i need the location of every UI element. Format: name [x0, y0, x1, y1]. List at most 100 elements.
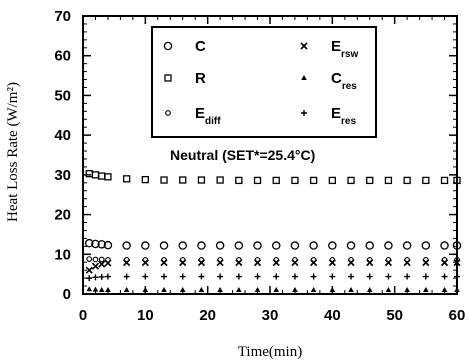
data-point [440, 259, 449, 267]
legend-marker [165, 110, 171, 116]
square-marker-shape [197, 176, 206, 184]
small-circle-marker-shape [98, 256, 105, 263]
data-point [346, 241, 356, 250]
data-point [422, 273, 429, 280]
y-tick-label: 50 [54, 87, 71, 104]
x-tick-label: 10 [137, 307, 154, 324]
y-tick-label: 0 [63, 286, 71, 303]
data-point [142, 287, 149, 293]
data-point [161, 287, 167, 293]
legend-marker [301, 75, 307, 80]
data-point [254, 287, 261, 293]
square-marker-shape [366, 176, 374, 185]
data-point [92, 274, 99, 281]
plus-marker-shape [235, 273, 242, 280]
data-point [310, 259, 318, 267]
data-point [236, 287, 242, 293]
x-marker-shape [291, 259, 299, 267]
legend-label: C [195, 38, 206, 55]
data-point [253, 176, 262, 185]
data-point [384, 259, 392, 267]
data-point [86, 286, 93, 292]
x-marker-shape [235, 259, 243, 267]
data-point [328, 241, 337, 250]
series-square [85, 170, 461, 185]
data-point [422, 176, 430, 185]
x-marker-shape [141, 259, 149, 267]
data-point [86, 256, 93, 262]
circle-marker-shape [271, 241, 281, 250]
y-tick-label: 60 [54, 48, 71, 65]
y-tick-label: 20 [54, 207, 71, 224]
triangle-marker-shape [441, 287, 448, 293]
data-point [328, 176, 336, 185]
plus-marker-shape [422, 273, 429, 280]
legend-marker [301, 110, 307, 116]
data-point [403, 176, 411, 185]
legend-label: R [195, 70, 206, 87]
circle-marker-shape [234, 241, 244, 250]
plus-marker-shape [301, 110, 307, 116]
plus-marker-shape [254, 273, 261, 280]
plus-marker-shape [329, 273, 336, 280]
x-marker-shape [453, 259, 461, 267]
data-point [454, 287, 460, 293]
data-point [453, 259, 461, 267]
data-point [440, 176, 449, 185]
circle-marker-shape [346, 241, 356, 250]
triangle-marker-shape [273, 287, 280, 293]
x-marker-shape [253, 259, 262, 267]
triangle-marker-shape [142, 287, 149, 293]
plus-marker-shape [217, 273, 224, 280]
circle-marker-shape [421, 241, 431, 250]
square-marker-shape [104, 173, 112, 181]
circle-marker-shape [163, 41, 173, 51]
circle-marker-shape [309, 241, 318, 250]
data-point [253, 259, 262, 267]
data-point [104, 259, 112, 267]
data-point [385, 273, 392, 280]
circle-marker-shape [384, 241, 393, 250]
data-point [179, 259, 187, 267]
x-marker-shape [179, 259, 187, 267]
square-marker-shape [291, 176, 299, 185]
plus-marker-shape [198, 273, 205, 280]
square-marker-shape [272, 176, 280, 185]
triangle-marker-shape [301, 75, 307, 80]
plus-marker-shape [92, 274, 99, 281]
y-tick-label: 70 [54, 8, 71, 25]
triangle-marker-shape [310, 287, 317, 293]
circle-marker-shape [290, 241, 300, 250]
triangle-marker-shape [366, 287, 373, 293]
data-point [453, 176, 461, 185]
data-point [91, 239, 100, 249]
triangle-marker-shape [254, 287, 261, 293]
plus-marker-shape [104, 273, 111, 280]
square-marker-shape [141, 175, 149, 184]
data-point [123, 287, 130, 293]
square-marker-shape [179, 176, 187, 184]
x-marker-shape [440, 259, 449, 267]
series-plus [86, 273, 460, 282]
plus-marker-shape [441, 273, 448, 280]
plus-marker-shape [454, 273, 460, 280]
data-point [92, 256, 99, 263]
legend-marker [163, 41, 173, 51]
x-marker-shape [384, 259, 392, 267]
triangle-marker-shape [105, 287, 111, 293]
data-point [253, 241, 262, 250]
square-marker-shape [253, 176, 262, 185]
triangle-marker-shape [292, 287, 298, 293]
data-point [141, 241, 150, 250]
data-point [197, 176, 206, 184]
data-point [452, 241, 462, 250]
triangle-marker-shape [404, 287, 410, 293]
data-point [309, 241, 318, 250]
data-point [104, 173, 112, 181]
x-marker-shape [98, 260, 106, 268]
data-point [348, 273, 355, 280]
data-point [198, 287, 205, 293]
data-point [440, 241, 449, 250]
data-point [160, 176, 168, 184]
data-point [215, 241, 225, 250]
